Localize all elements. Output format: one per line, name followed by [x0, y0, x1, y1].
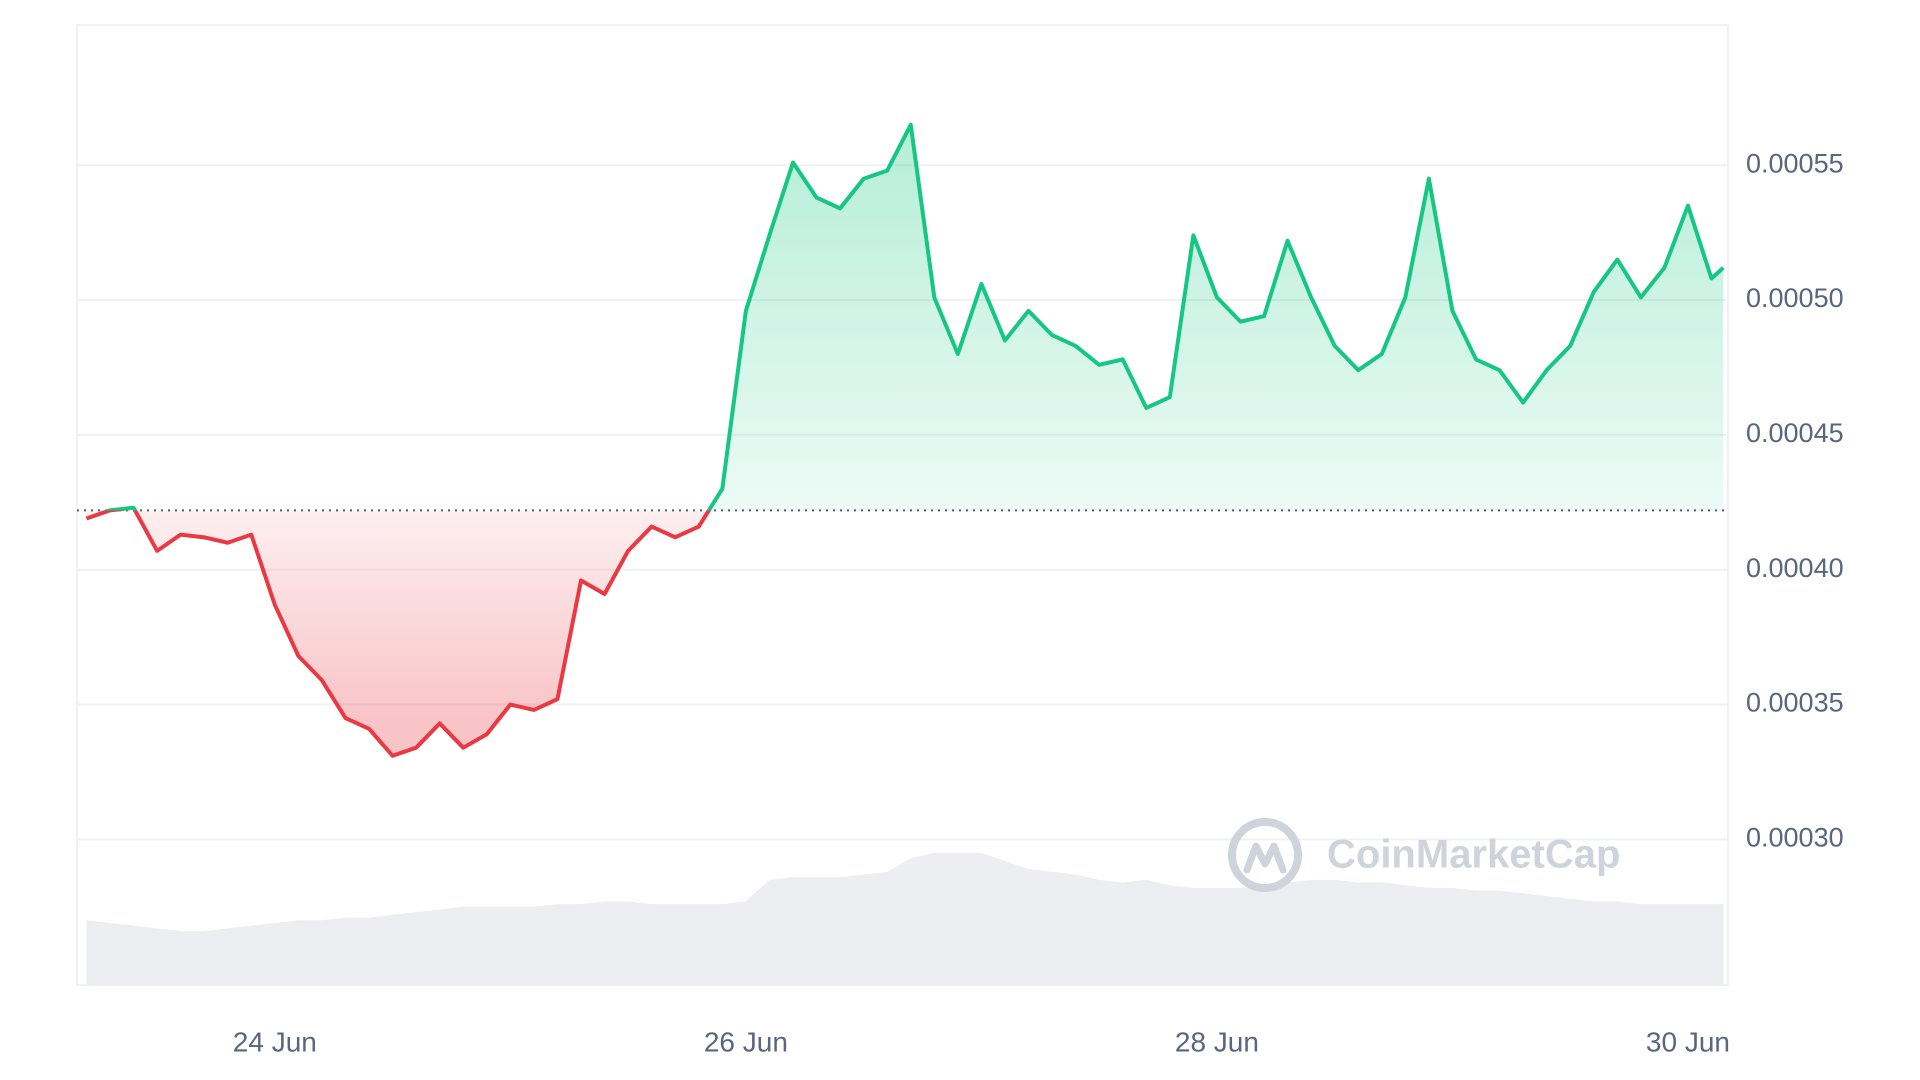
x-tick-label: 24 Jun — [233, 1026, 317, 1057]
watermark: CoinMarketCap — [1327, 833, 1620, 877]
x-tick-label: 28 Jun — [1175, 1026, 1259, 1057]
y-tick-label: 0.00030 — [1746, 823, 1844, 853]
price-area — [86, 124, 1724, 756]
price-line — [85, 122, 1725, 758]
x-tick-label: 26 Jun — [704, 1026, 788, 1057]
volume-area — [86, 852, 1724, 985]
y-tick-label: 0.00040 — [1746, 553, 1844, 583]
y-tick-label: 0.00035 — [1746, 688, 1844, 718]
y-tick-label: 0.00050 — [1746, 283, 1844, 313]
watermark-logo — [1228, 818, 1302, 892]
y-tick-label: 0.00045 — [1746, 418, 1844, 448]
x-tick-label: 30 Jun — [1646, 1026, 1730, 1057]
y-tick-label: 0.00055 — [1746, 148, 1844, 178]
